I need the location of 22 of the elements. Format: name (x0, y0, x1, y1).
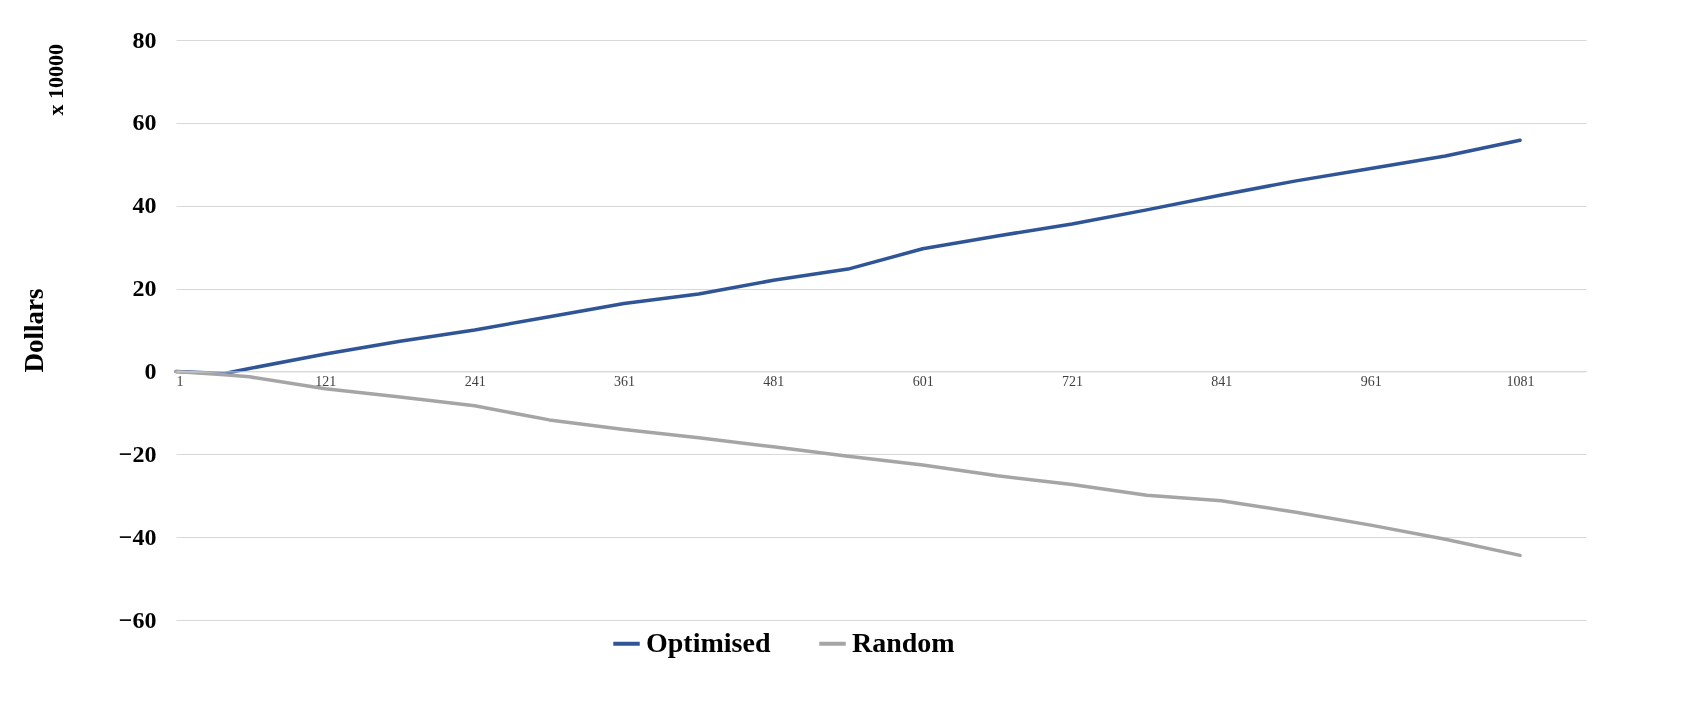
y-tick-label: 80 (132, 26, 157, 53)
y-tick-label: −40 (118, 523, 157, 550)
x-tick-label: 721 (1062, 373, 1084, 389)
y-tick-label: −20 (118, 440, 157, 467)
x-tick-label: 121 (315, 373, 337, 389)
text: x 10000 (43, 44, 68, 116)
x-tick-label: 841 (1211, 373, 1233, 389)
x-tick-label: 361 (614, 373, 636, 389)
x-tick-label: 1081 (1506, 373, 1535, 389)
x-tick-label: 1 (176, 373, 184, 389)
legend-label: Random (852, 626, 955, 658)
y-tick-label: 0 (144, 357, 157, 384)
y-tick-label: 40 (132, 192, 157, 219)
y-tick-label: −60 (118, 606, 157, 633)
x-tick-label: 961 (1360, 373, 1382, 389)
y-axis-title: Dollars (18, 288, 49, 373)
y-tick-label: 60 (132, 109, 157, 136)
y-tick-label: 20 (132, 275, 157, 302)
x-tick-label: 481 (763, 373, 785, 389)
x-tick-label: 601 (912, 373, 934, 389)
legend-label: Optimised (646, 626, 771, 658)
x-tick-label: 241 (464, 373, 486, 389)
